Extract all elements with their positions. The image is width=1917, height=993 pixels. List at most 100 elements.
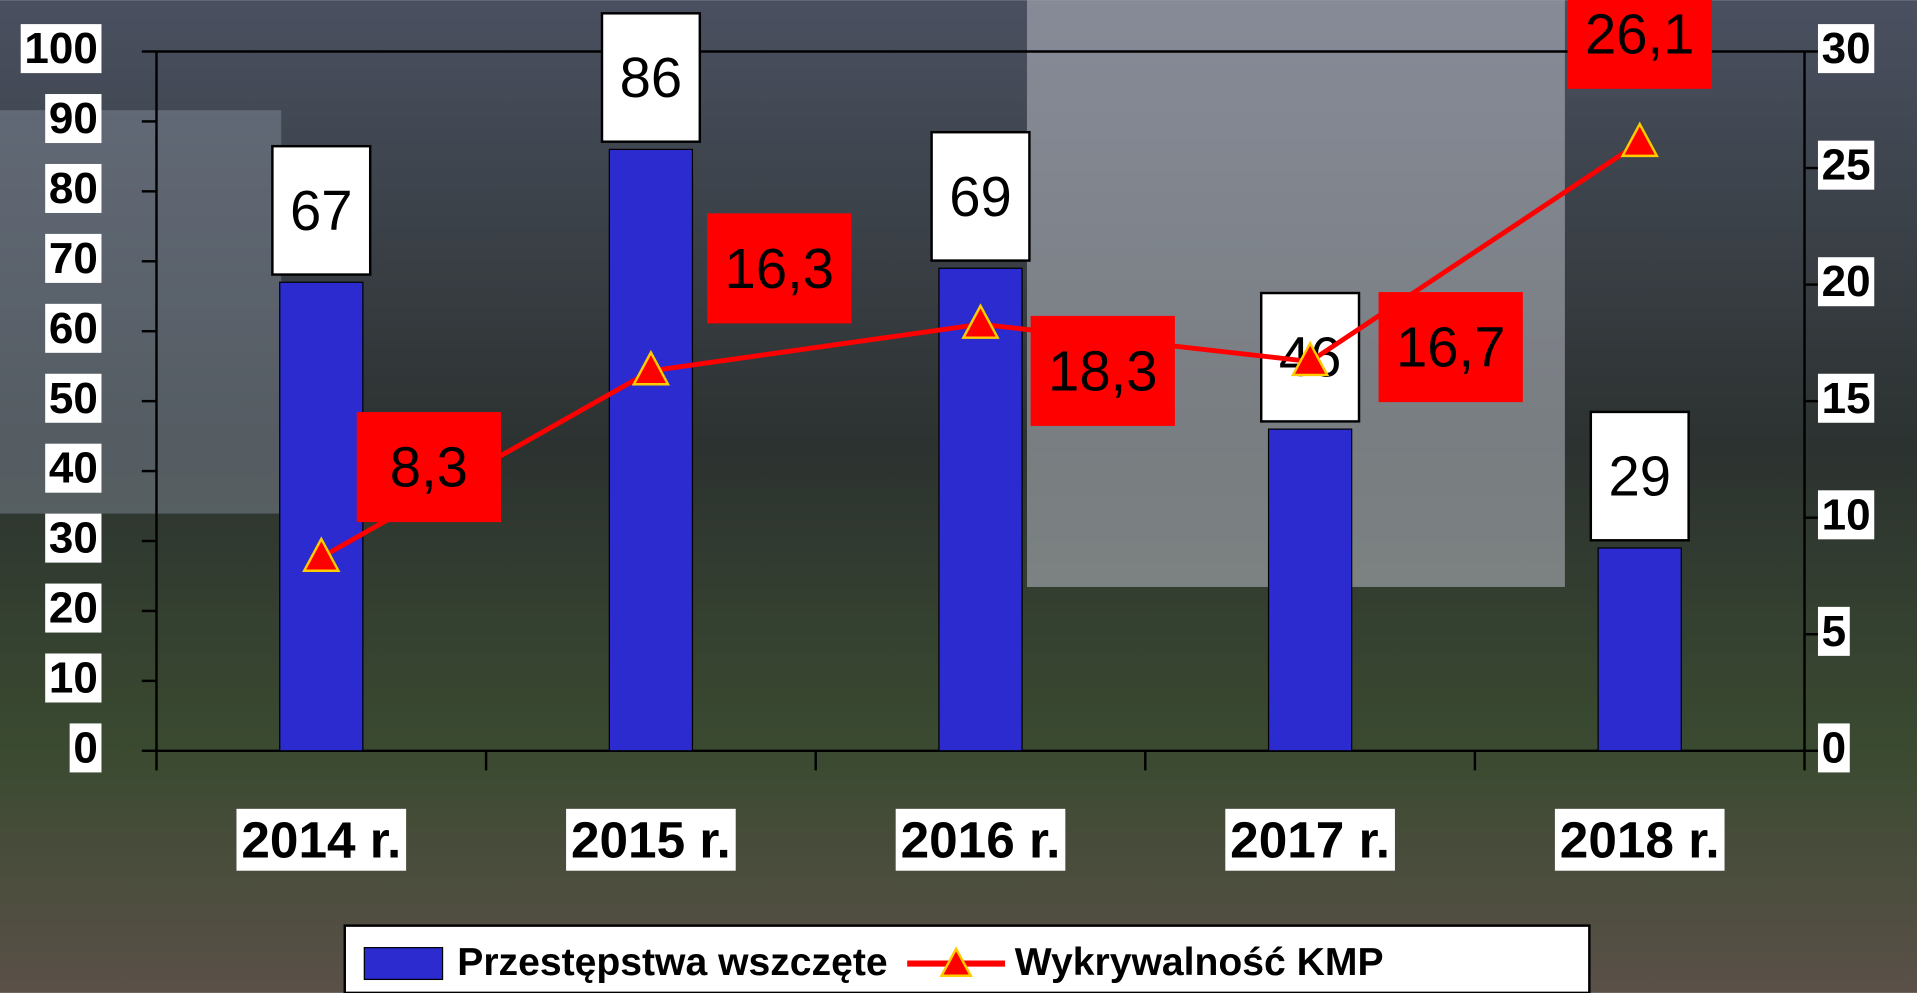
y-tick-label-group: 40 — [45, 443, 102, 493]
x-tick-label-box — [895, 808, 1066, 871]
y-tick-label-box — [45, 583, 102, 633]
y-tick-label-box — [69, 723, 102, 773]
line-value-label-box — [1378, 292, 1523, 403]
y-tick-label-group: 20 — [45, 583, 102, 633]
x-tick-label: 2017 r. — [1230, 811, 1390, 868]
y-tick-label: 40 — [49, 444, 98, 493]
line-marker — [1620, 121, 1659, 158]
legend-swatch — [363, 947, 444, 981]
y-tick-label: 60 — [49, 304, 98, 353]
y-tick-label: 0 — [73, 723, 97, 772]
bar-value-label: 69 — [949, 165, 1012, 228]
y-tick-label: 20 — [49, 584, 98, 633]
line-value-label-group: 8,3 — [356, 412, 502, 523]
y-tick-label-group: 80 — [45, 163, 102, 213]
y-tick-label: 70 — [49, 234, 98, 283]
x-tick-label: 2015 r. — [571, 811, 731, 868]
legend-marker — [939, 946, 973, 977]
x-tick-label: 2016 r. — [901, 811, 1061, 868]
y-tick-label: 50 — [49, 374, 98, 423]
x-tick-label-group: 2015 r. — [566, 808, 736, 871]
x-tick-label-group: 2018 r. — [1554, 808, 1725, 871]
line-value-label-group: 16,3 — [707, 213, 852, 324]
y-tick-label-box — [45, 653, 102, 703]
x-tick-label-box — [1554, 808, 1725, 871]
y2-tick-label-group: 30 — [1817, 24, 1875, 74]
y2-tick-label-box — [1817, 373, 1875, 423]
line-value-label-box — [356, 412, 502, 523]
y2-tick-label-group: 15 — [1817, 373, 1875, 423]
bar-value-label-box — [600, 12, 702, 143]
y-tick-label: 30 — [49, 514, 98, 563]
y2-tick-label-group: 20 — [1817, 257, 1875, 307]
y-tick-label-box — [45, 513, 102, 563]
line-marker — [631, 349, 671, 386]
y2-tick-label: 25 — [1822, 141, 1871, 190]
y2-tick-label-box — [1817, 606, 1850, 656]
y2-tick-label-box — [1817, 723, 1850, 773]
bar-value-label-group: 86 — [600, 12, 702, 143]
x-tick-label: 2018 r. — [1560, 811, 1720, 868]
x-tick-label-box — [566, 808, 736, 871]
line-value-label-box — [1030, 315, 1175, 426]
legend-label: Wykrywalność KMP — [1015, 941, 1384, 984]
legend-box — [343, 924, 1591, 993]
y2-tick-label: 10 — [1822, 490, 1871, 539]
y-tick-label-box — [20, 24, 102, 74]
bar-value-label: 67 — [290, 179, 353, 242]
bar — [279, 281, 364, 752]
legend: Przestępstwa wszczęte Wykrywalność KMP — [343, 924, 1591, 993]
y-tick-label-group: 90 — [45, 94, 102, 144]
y2-tick-label: 0 — [1822, 723, 1846, 772]
y2-tick-label-group: 0 — [1817, 723, 1850, 773]
y2-tick-label-box — [1817, 140, 1875, 190]
bar-value-label-group: 69 — [930, 130, 1031, 262]
bar — [608, 148, 694, 752]
line-value-label: 16,3 — [725, 237, 834, 300]
y-tick-label-group: 70 — [45, 233, 102, 283]
legend-label: Przestępstwa wszczęte — [457, 941, 887, 984]
y-tick-label-group: 30 — [45, 513, 102, 563]
y2-tick-label-box — [1817, 257, 1875, 307]
y-tick-label-group: 50 — [45, 373, 102, 423]
line-value-label: 16,7 — [1396, 316, 1505, 379]
y-tick-label: 90 — [49, 94, 98, 143]
line-marker — [302, 536, 341, 572]
x-tick-label-group: 2016 r. — [895, 808, 1066, 871]
x-tick-label-box — [1225, 808, 1395, 871]
line-value-label-group: 26,1 — [1567, 0, 1712, 89]
line-value-label: 18,3 — [1048, 339, 1157, 402]
bar-value-label: 29 — [1608, 445, 1671, 508]
y2-tick-label-group: 25 — [1817, 140, 1875, 190]
line-value-label-group: 16,7 — [1378, 292, 1523, 403]
line-value-label-box — [1567, 0, 1712, 89]
y-tick-label-group: 100 — [20, 24, 102, 74]
y-tick-label: 100 — [24, 24, 97, 73]
x-tick-label-group: 2017 r. — [1225, 808, 1395, 871]
bar-value-label-group: 29 — [1589, 410, 1690, 542]
line-value-label: 26,1 — [1585, 2, 1694, 65]
y-tick-label-group: 10 — [45, 653, 102, 703]
bar-value-label-box — [930, 130, 1031, 262]
y-tick-label: 80 — [49, 164, 98, 213]
x-tick-label-box — [236, 808, 407, 871]
bar-value-label-group: 67 — [271, 144, 372, 276]
y2-tick-label-box — [1817, 24, 1875, 74]
line-marker — [1290, 340, 1330, 377]
bar — [938, 267, 1023, 752]
y-tick-label-box — [45, 94, 102, 144]
y2-tick-label-box — [1817, 490, 1875, 540]
y-tick-label-box — [45, 373, 102, 423]
line-marker — [961, 303, 1000, 339]
y2-tick-label: 20 — [1822, 257, 1871, 306]
y-tick-label-box — [45, 163, 102, 213]
y2-tick-label: 5 — [1822, 607, 1846, 656]
line-value-label: 8,3 — [390, 436, 468, 499]
y-tick-label-group: 60 — [45, 303, 102, 353]
y-tick-label-group: 0 — [69, 723, 102, 773]
bar-value-label-box — [1589, 410, 1690, 542]
line-value-label-box — [707, 213, 852, 324]
y2-tick-label: 15 — [1822, 374, 1871, 423]
y2-tick-label: 30 — [1822, 24, 1871, 73]
bar — [1597, 547, 1682, 752]
